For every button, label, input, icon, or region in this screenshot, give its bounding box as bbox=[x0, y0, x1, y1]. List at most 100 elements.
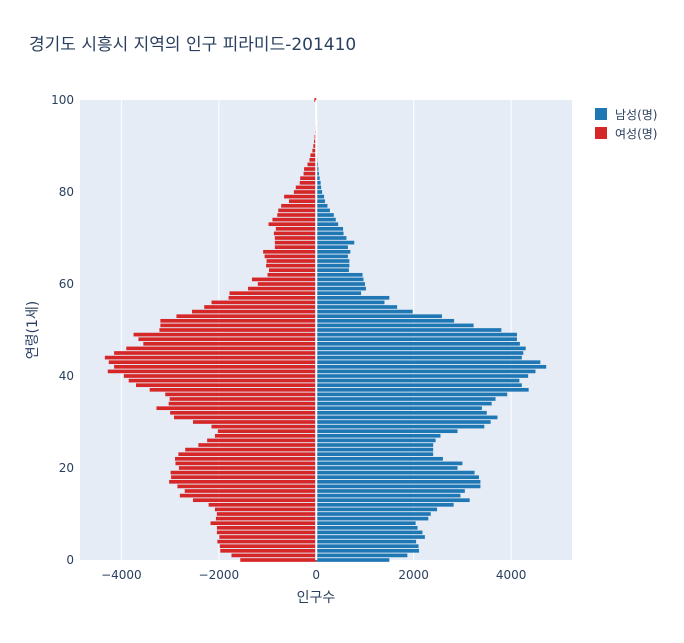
bar-female-age-17[interactable] bbox=[169, 479, 317, 484]
bar-male-age-38[interactable] bbox=[316, 383, 522, 388]
bar-male-age-6[interactable] bbox=[316, 530, 423, 535]
bar-male-age-15[interactable] bbox=[316, 489, 465, 493]
bar-male-age-27[interactable] bbox=[316, 433, 441, 438]
bar-male-age-58[interactable] bbox=[316, 291, 362, 296]
bar-male-age-73[interactable] bbox=[316, 222, 339, 227]
bar-male-age-7[interactable] bbox=[316, 525, 418, 530]
bar-female-age-38[interactable] bbox=[136, 383, 317, 388]
bar-male-age-67[interactable] bbox=[316, 249, 351, 254]
bar-male-age-59[interactable] bbox=[316, 286, 366, 291]
bar-male-age-28[interactable] bbox=[316, 429, 458, 434]
bar-male-age-52[interactable] bbox=[316, 318, 455, 323]
bar-male-age-55[interactable] bbox=[316, 305, 398, 309]
bar-male-age-47[interactable] bbox=[316, 341, 520, 346]
bar-male-age-21[interactable] bbox=[316, 461, 463, 466]
bar-male-age-39[interactable] bbox=[316, 378, 520, 383]
bar-male-age-51[interactable] bbox=[316, 323, 474, 328]
bar-female-age-77[interactable] bbox=[281, 203, 317, 208]
bar-male-age-35[interactable] bbox=[316, 397, 496, 401]
bar-female-age-10[interactable] bbox=[216, 512, 317, 516]
legend-item-female[interactable]: 여성(명) bbox=[595, 127, 657, 141]
bar-female-age-41[interactable] bbox=[107, 369, 317, 374]
bar-male-age-84[interactable] bbox=[316, 171, 319, 176]
bar-male-age-60[interactable] bbox=[316, 282, 365, 286]
bar-female-age-90[interactable] bbox=[313, 144, 317, 148]
bar-male-age-69[interactable] bbox=[316, 240, 355, 245]
bar-female-age-80[interactable] bbox=[293, 190, 317, 194]
bar-female-age-85[interactable] bbox=[304, 167, 317, 171]
bar-female-age-68[interactable] bbox=[274, 245, 317, 250]
bar-male-age-25[interactable] bbox=[316, 443, 434, 447]
bar-male-age-76[interactable] bbox=[316, 208, 330, 213]
bar-female-age-33[interactable] bbox=[156, 406, 317, 411]
bar-male-age-66[interactable] bbox=[316, 254, 348, 259]
bar-male-age-77[interactable] bbox=[316, 203, 328, 208]
bar-male-age-74[interactable] bbox=[316, 217, 336, 222]
bar-male-age-22[interactable] bbox=[316, 456, 443, 461]
bar-female-age-79[interactable] bbox=[284, 194, 317, 199]
bar-female-age-50[interactable] bbox=[159, 328, 317, 332]
bar-female-age-63[interactable] bbox=[269, 268, 317, 273]
bar-female-age-31[interactable] bbox=[174, 415, 317, 420]
bar-female-age-47[interactable] bbox=[143, 341, 317, 346]
bar-male-age-36[interactable] bbox=[316, 392, 508, 397]
bar-male-age-3[interactable] bbox=[316, 544, 419, 549]
bar-female-age-61[interactable] bbox=[251, 277, 317, 282]
bar-male-age-8[interactable] bbox=[316, 521, 416, 526]
bar-male-age-70[interactable] bbox=[316, 236, 347, 240]
bar-male-age-64[interactable] bbox=[316, 263, 350, 268]
bar-female-age-7[interactable] bbox=[216, 525, 317, 530]
bar-female-age-81[interactable] bbox=[295, 185, 317, 190]
bar-male-age-5[interactable] bbox=[316, 535, 425, 539]
bar-female-age-70[interactable] bbox=[274, 236, 317, 240]
bar-male-age-29[interactable] bbox=[316, 424, 485, 429]
bar-female-age-24[interactable] bbox=[185, 447, 317, 452]
bar-male-age-12[interactable] bbox=[316, 502, 454, 507]
bar-female-age-57[interactable] bbox=[228, 295, 317, 300]
bar-male-age-50[interactable] bbox=[316, 328, 502, 332]
bar-male-age-16[interactable] bbox=[316, 484, 481, 489]
bar-female-age-15[interactable] bbox=[184, 489, 317, 493]
bar-female-age-82[interactable] bbox=[299, 180, 317, 185]
bar-female-age-6[interactable] bbox=[216, 530, 317, 535]
bar-female-age-28[interactable] bbox=[217, 429, 317, 434]
bar-male-age-78[interactable] bbox=[316, 199, 326, 204]
bar-male-age-62[interactable] bbox=[316, 272, 363, 277]
bar-male-age-57[interactable] bbox=[316, 295, 390, 300]
bar-female-age-76[interactable] bbox=[278, 208, 317, 213]
bar-male-age-56[interactable] bbox=[316, 300, 385, 305]
bar-male-age-75[interactable] bbox=[316, 213, 334, 217]
bar-female-age-66[interactable] bbox=[264, 254, 317, 259]
bar-male-age-61[interactable] bbox=[316, 277, 364, 282]
bar-female-age-64[interactable] bbox=[266, 263, 317, 268]
bar-female-age-48[interactable] bbox=[138, 337, 317, 342]
bar-female-age-65[interactable] bbox=[266, 259, 317, 263]
bar-female-age-74[interactable] bbox=[272, 217, 317, 222]
bar-male-age-71[interactable] bbox=[316, 231, 344, 236]
bar-female-age-29[interactable] bbox=[211, 424, 317, 429]
bar-female-age-34[interactable] bbox=[168, 401, 317, 406]
bar-male-age-4[interactable] bbox=[316, 539, 417, 544]
bar-male-age-33[interactable] bbox=[316, 406, 482, 411]
bar-female-age-5[interactable] bbox=[219, 535, 317, 539]
bar-male-age-82[interactable] bbox=[316, 180, 321, 185]
bar-male-age-65[interactable] bbox=[316, 259, 350, 263]
bar-female-age-72[interactable] bbox=[275, 226, 317, 231]
bar-female-age-14[interactable] bbox=[179, 493, 317, 498]
bar-male-age-49[interactable] bbox=[316, 332, 517, 337]
bar-female-age-35[interactable] bbox=[169, 397, 317, 401]
bar-male-age-11[interactable] bbox=[316, 507, 438, 512]
bar-female-age-23[interactable] bbox=[178, 452, 317, 457]
legend-item-male[interactable]: 남성(명) bbox=[595, 108, 657, 122]
bar-female-age-32[interactable] bbox=[170, 410, 317, 415]
bar-female-age-59[interactable] bbox=[248, 286, 317, 291]
bar-male-age-45[interactable] bbox=[316, 351, 524, 355]
bar-male-age-19[interactable] bbox=[316, 470, 475, 475]
bar-female-age-1[interactable] bbox=[231, 553, 317, 558]
bar-female-age-16[interactable] bbox=[177, 484, 317, 489]
bar-female-age-27[interactable] bbox=[214, 433, 317, 438]
bar-male-age-41[interactable] bbox=[316, 369, 536, 374]
bar-male-age-63[interactable] bbox=[316, 268, 349, 273]
bar-female-age-49[interactable] bbox=[133, 332, 317, 337]
bar-female-age-88[interactable] bbox=[310, 153, 317, 158]
